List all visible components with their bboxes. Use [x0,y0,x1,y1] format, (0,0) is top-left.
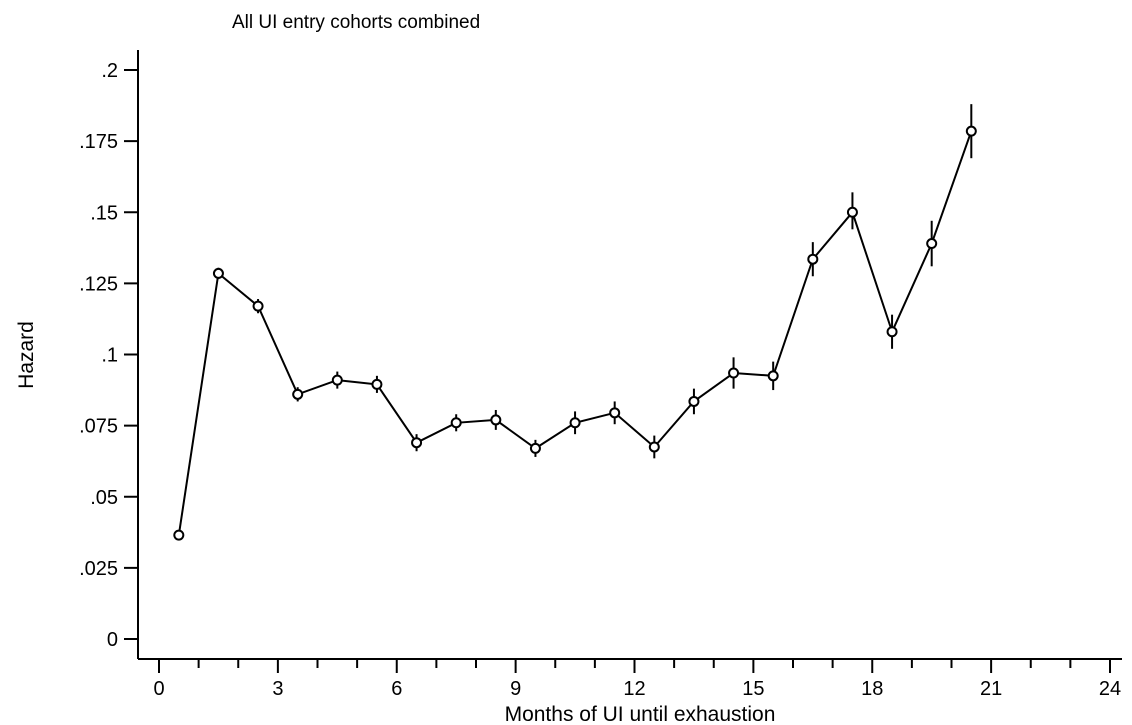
data-point [212,267,224,279]
data-point [688,395,700,407]
y-axis-title: Hazard [15,321,38,389]
y-tick-label: .1 [101,345,118,367]
data-point [648,441,660,453]
data-point [411,437,423,449]
x-axis-title: Months of UI until exhaustion [505,703,776,725]
y-tick-label: .125 [79,273,118,295]
y-axis: 0 .025 .05 .075 .1 .125 .15 .175 .2 [79,50,139,659]
data-point [965,125,977,137]
data-point [886,326,898,338]
data-point [609,407,621,419]
error-bars [177,104,973,539]
data-point [292,388,304,400]
series-line [177,130,973,536]
x-tick-label: 3 [272,678,283,700]
data-point [252,300,264,312]
x-tick-label: 21 [980,678,1002,700]
data-point [807,253,819,265]
x-tick-label: 6 [391,678,402,700]
data-point [926,238,938,250]
y-tick-label: .175 [79,131,118,153]
x-tick-label: 12 [623,678,645,700]
y-tick-label: .2 [101,60,118,82]
data-point [450,417,462,429]
data-point [529,442,541,454]
hazard-line [177,130,973,536]
data-point [331,374,343,386]
x-tick-label: 9 [510,678,521,700]
y-tick-label: .05 [90,487,118,509]
x-tick-label: 15 [742,678,764,700]
data-point [490,414,502,426]
y-tick-label: .15 [90,202,118,224]
x-tick-label: 0 [153,678,164,700]
data-point [569,417,581,429]
y-tick-label: .025 [79,558,118,580]
data-point [728,367,740,379]
chart-title: All UI entry cohorts combined [232,12,480,33]
x-tick-label: 24 [1099,678,1121,700]
x-axis: 0 3 6 9 12 15 18 21 24 [138,658,1122,700]
data-markers [173,125,977,541]
data-point [767,370,779,382]
data-point [846,206,858,218]
y-tick-label: 0 [107,629,118,651]
y-tick-label: .075 [79,416,118,438]
data-point [371,378,383,390]
x-tick-label: 18 [861,678,883,700]
data-point [173,529,185,541]
